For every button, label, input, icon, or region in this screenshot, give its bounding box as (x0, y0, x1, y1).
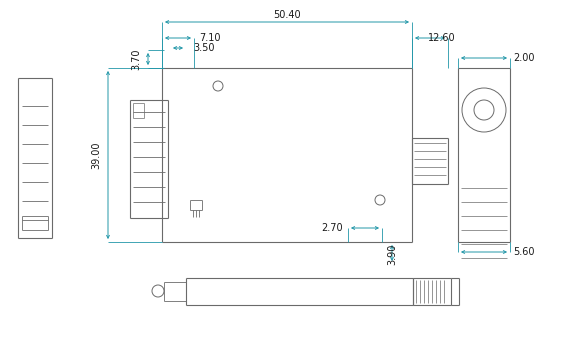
Text: 7.10: 7.10 (199, 33, 221, 43)
Text: 2.70: 2.70 (321, 223, 343, 233)
Text: 3.90: 3.90 (387, 243, 397, 265)
Text: 50.40: 50.40 (273, 10, 301, 20)
Text: 12.60: 12.60 (428, 33, 456, 43)
Text: 39.00: 39.00 (91, 141, 101, 169)
Text: 3.50: 3.50 (193, 43, 215, 53)
Text: 2.00: 2.00 (513, 53, 535, 63)
Text: 3.70: 3.70 (131, 48, 141, 70)
Text: 5.60: 5.60 (513, 247, 535, 257)
